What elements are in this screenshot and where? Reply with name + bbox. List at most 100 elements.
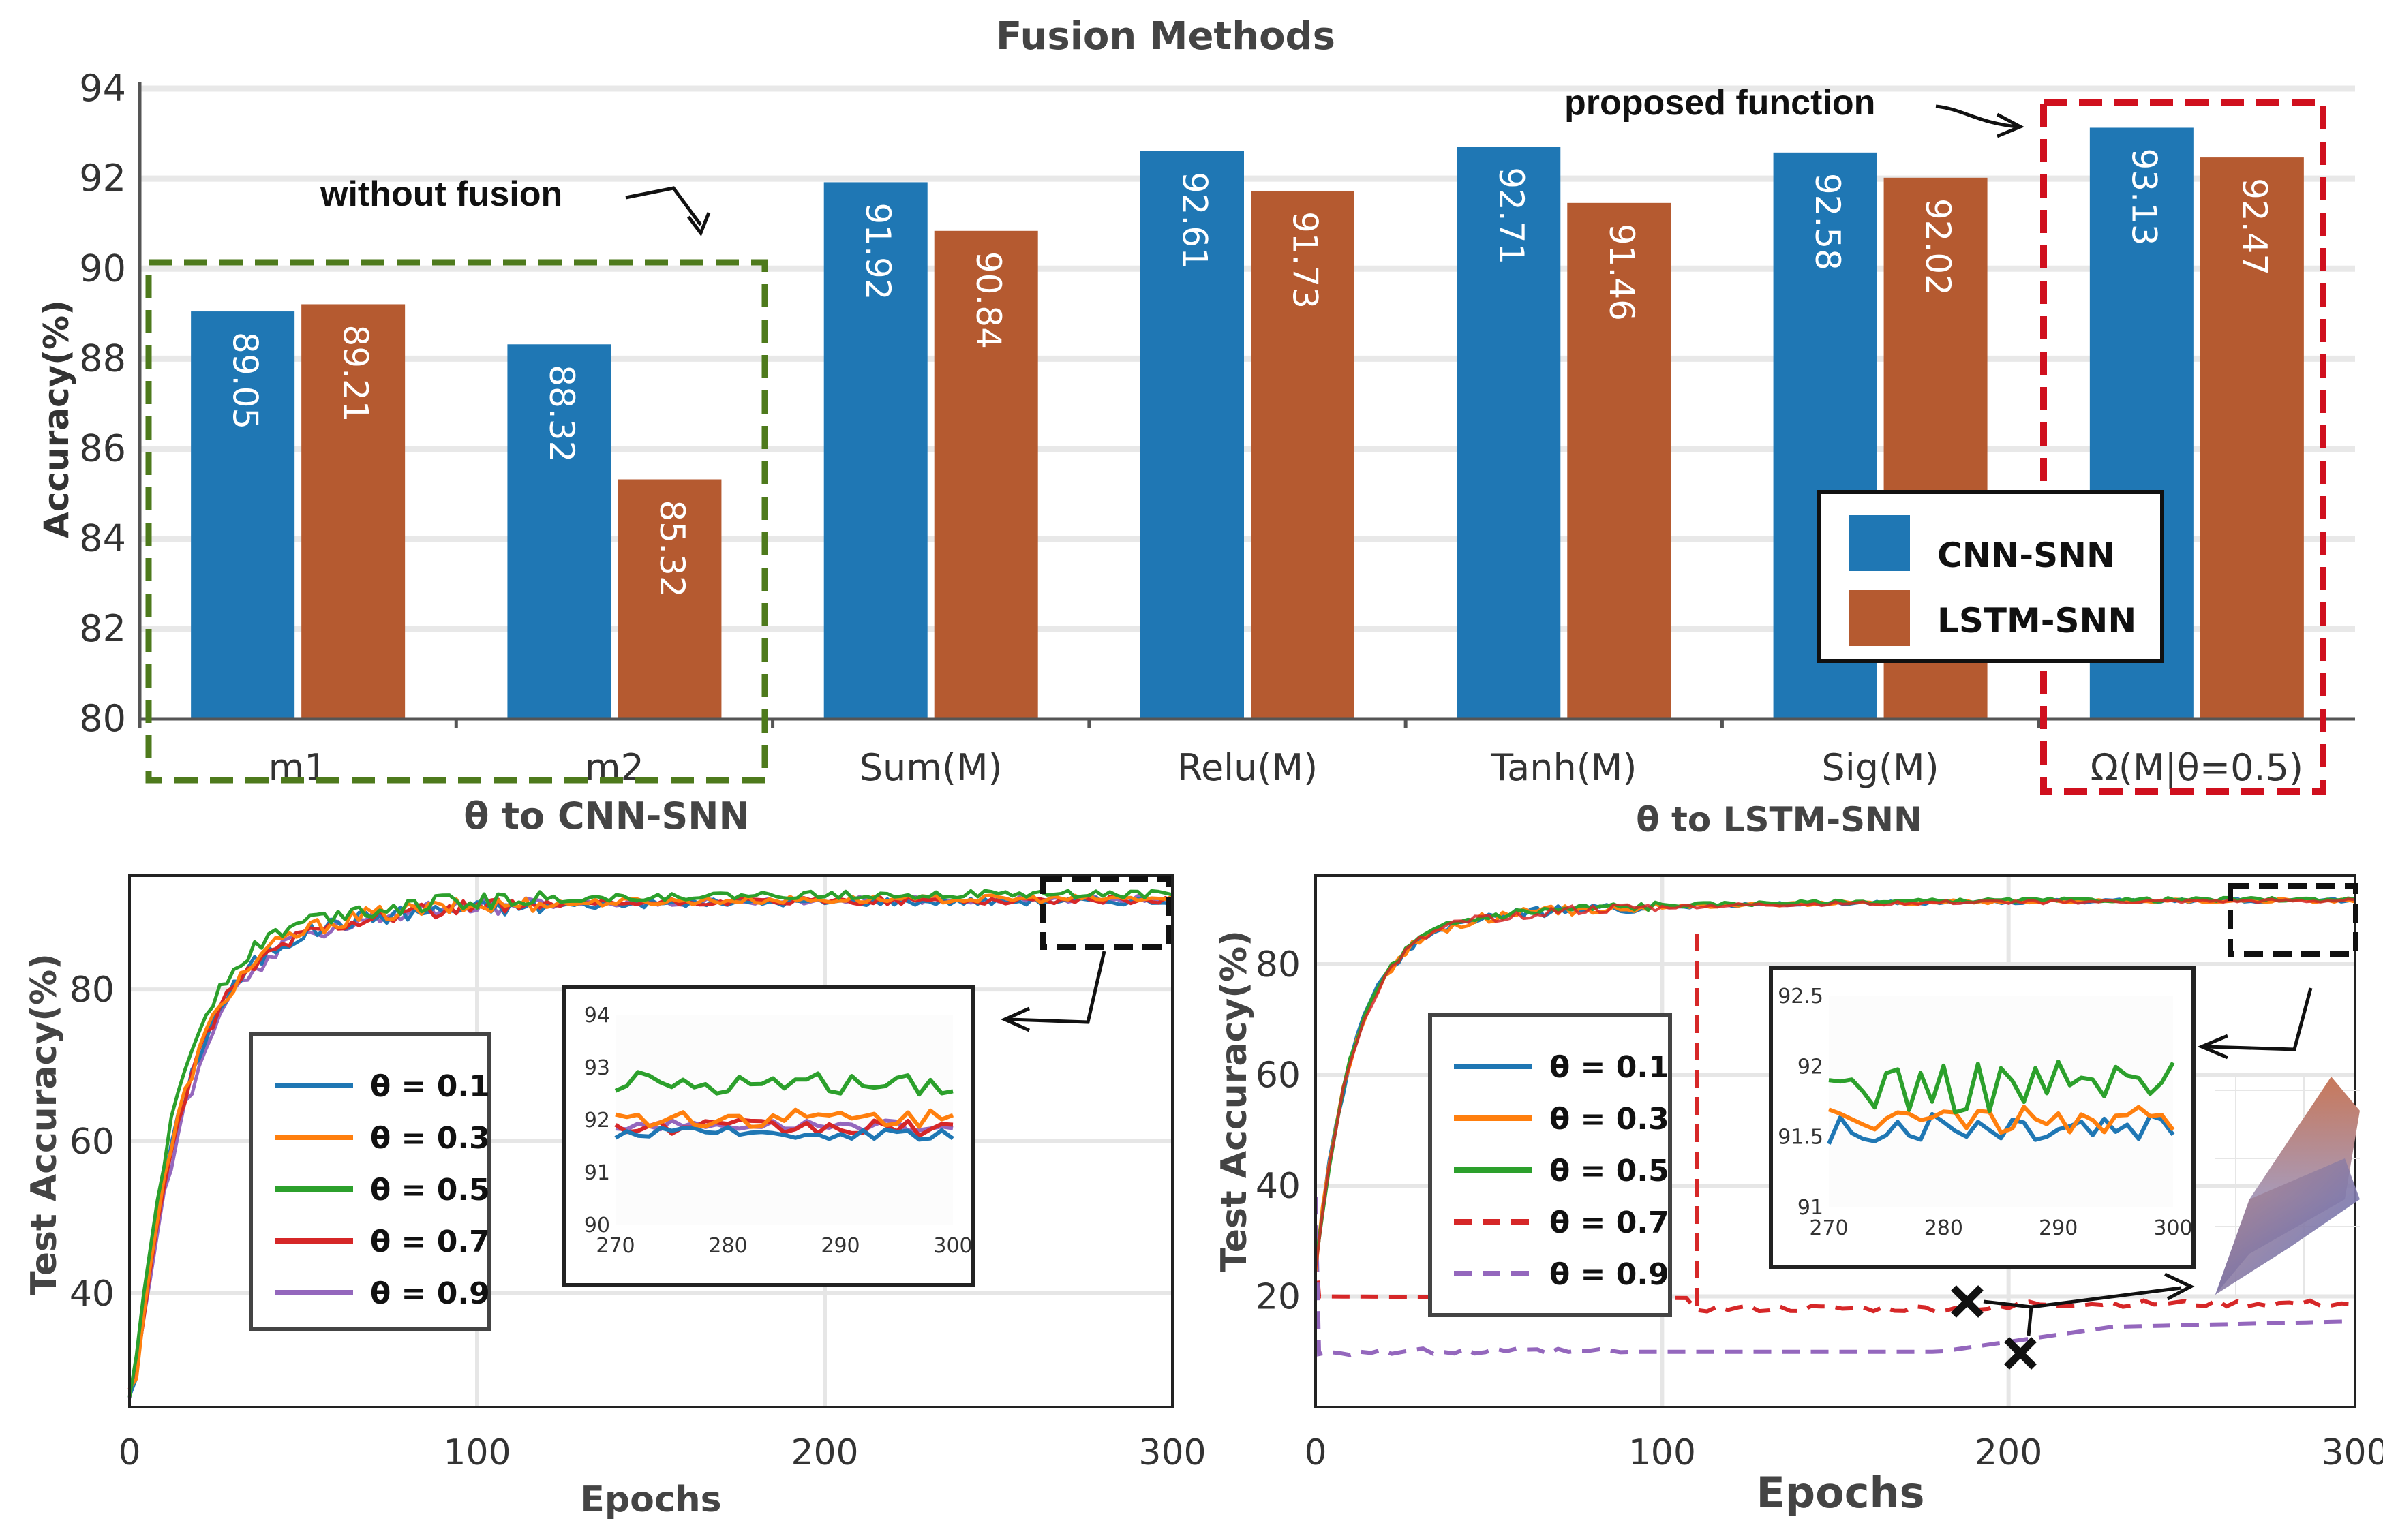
legend-label: θ = 0.1 [1549,1050,1669,1085]
bar-y-tick: 84 [79,517,126,560]
series-line [127,889,1173,1398]
bar-y-tick: 80 [79,697,126,740]
bar-lstm [1567,202,1671,720]
left-axes-frame [128,874,1174,1408]
bar-lstm [618,479,722,719]
legend-label-cnn: CNN-SNN [1937,536,2115,575]
bar-value-label: 89.05 [226,332,265,429]
without-fusion-arrowhead [687,212,711,237]
inset-series-line [614,1125,954,1142]
legend-swatch-cnn [1849,515,1910,571]
inset-plot-area [1829,996,2173,1207]
bar-lstm [934,230,1038,719]
left-zoom-box [1040,876,1171,950]
bar-axes [138,82,2355,728]
right-zoom-arrow [2205,987,2313,1051]
left-zoom-arrowhead [1000,1006,1031,1032]
x-tick-label: 200 [1975,1432,2042,1473]
bar-cnn [507,344,611,719]
x-mark-icon [1951,1285,1984,1318]
inset-y-tick: 91 [584,1161,610,1185]
bar-y-tick: 86 [79,427,126,470]
y-tick-label: 40 [1256,1166,1301,1207]
inset-x-tick: 280 [708,1234,747,1258]
inset-y-tick: 94 [584,1004,610,1028]
proposed-function-box [2040,99,2326,795]
left-subtitle: θ to CNN-SNN [464,795,749,837]
bar-value-label: 92.71 [1491,167,1531,264]
bar-lstm [1251,190,1354,719]
bar-cnn [191,311,295,719]
bar-y-tick: 90 [79,247,126,290]
axes-frame [1314,874,2356,1408]
right-legend: θ = 0.1 θ = 0.3 θ = 0.5 θ = 0.7 θ = 0.9 [1428,1013,1672,1317]
legend-label-lstm: LSTM-SNN [1937,601,2136,641]
inset-x-tick: 300 [933,1234,972,1258]
legend-label: θ = 0.9 [1549,1257,1669,1292]
bar-value-label: 88.32 [542,365,581,462]
bar-cnn [823,182,928,719]
inset-x-tick: 300 [2153,1216,2192,1240]
bar-y-tick: 82 [79,607,126,650]
inset-x-tick: 290 [821,1234,860,1258]
left-line-chart-panel: 0 100 200 300 40 60 80 Epochs Test Accuracy(%)… [24,874,1206,1520]
x-tick-label: 100 [1628,1432,1696,1473]
bar-category-label: Ω(M|θ=0.5) [2091,746,2303,789]
bar-chart-title: Fusion Methods [996,14,1335,59]
right-subtitle: θ to LSTM-SNN [1636,800,1922,840]
left-tick-labels: 0 100 200 300 40 60 80 [70,970,1206,1473]
bar-value-label: 91.73 [1286,211,1325,309]
bar-y-tick: 88 [79,337,126,380]
inset-series-line [1827,1111,2175,1145]
inset-y-tick: 92.5 [1778,985,1823,1008]
bar-value-label: 85.32 [652,500,692,598]
proposed-function-arrow [1935,104,2018,129]
inset-x-tick: 270 [596,1234,635,1258]
proposed-function-annotation: proposed function [1564,83,1875,123]
inset-x-tick: 280 [1924,1216,1963,1240]
inset-y-tick: 93 [584,1056,610,1080]
bar-category-label: Sig(M) [1821,746,1939,789]
bar-category-label: Relu(M) [1177,746,1318,789]
bar-lstm [301,304,406,719]
bar-y-tick: 92 [79,157,126,200]
inset-series-line [614,1070,954,1097]
bar-cnn [1140,151,1244,719]
left-inset: 270 280 290 300 90 91 92 93 94 [562,985,975,1287]
y-tick-label: 40 [70,1274,115,1314]
bar-y-tick-labels: 80 82 84 86 88 90 92 94 [79,67,126,740]
x-mark-icon [2004,1337,2037,1370]
y-tick-label: 60 [1256,1056,1301,1096]
x-tick-label: 300 [1138,1432,1206,1473]
x-tick-label: 0 [1304,1432,1326,1473]
x-mark-arrow [1983,1286,2182,1336]
inset-y-tick: 91 [1797,1196,1823,1220]
without-fusion-annotation: without fusion [320,174,562,214]
left-x-axis-label: Epochs [580,1479,721,1520]
inset-series-line [1828,1060,2175,1115]
bar-value-label: 90.84 [969,251,1008,349]
y-tick-label: 60 [70,1122,115,1162]
right-line-chart-panel: 0 100 200 300 20 40 60 80 Epochs Test Accuracy(… [1214,874,2383,1518]
bar-category-label: Tanh(M) [1490,746,1637,789]
right-axes-frame [1314,874,2356,1408]
bar-value-label: 91.92 [858,202,898,300]
right-zoom-box [2228,883,2358,957]
bar-value-label: 92.02 [1918,198,1958,296]
x-mark-arrowhead [2164,1272,2195,1301]
bar-category-labels: m1 m2 Sum(M) Relu(M) Tanh(M) Sig(M) Ω(M|θ=0.5) [269,746,2303,789]
bar-value-label: 92.61 [1175,172,1215,269]
series-line [1314,895,2356,1265]
bar-category-label: Sum(M) [860,746,1003,789]
inset-y-tick: 92 [1797,1055,1823,1079]
without-fusion-arrow [625,186,703,226]
bar-y-axis-label: Accuracy(%) [37,300,76,538]
x-tick-label: 200 [791,1432,858,1473]
inset-y-tick: 90 [584,1214,610,1237]
bar-value-label: 89.21 [336,324,376,422]
bar-value-label: 93.13 [2124,148,2164,245]
series-line [127,893,1173,1389]
x-tick-label: 100 [443,1432,511,1473]
x-tick-label: 0 [118,1432,140,1473]
legend-label: θ = 0.3 [370,1121,490,1156]
